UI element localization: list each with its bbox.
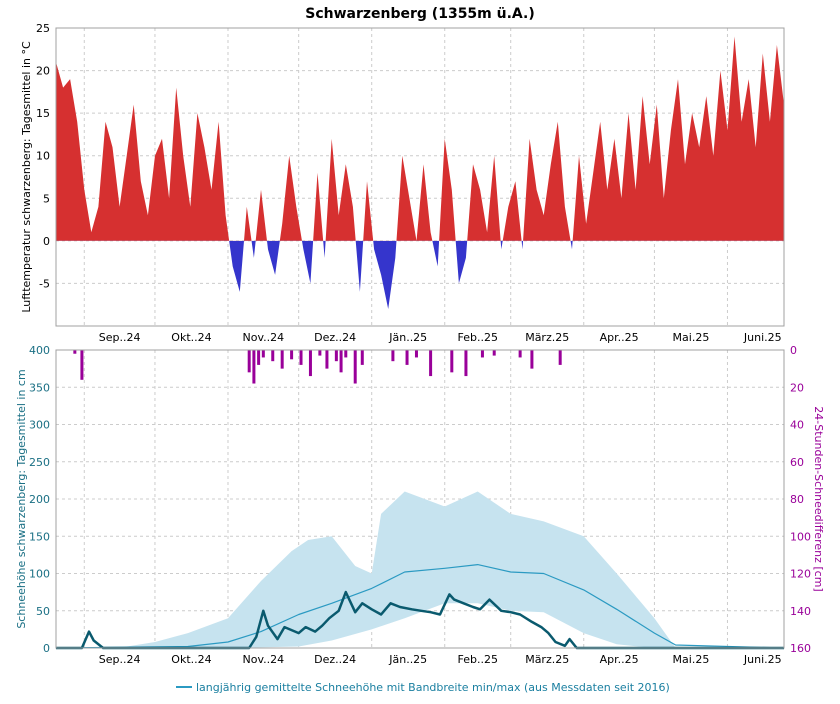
bottom-y-tick-label: 50	[36, 605, 50, 618]
new-snow-bar	[257, 350, 261, 365]
new-snow-bar	[280, 350, 284, 369]
bottom-y-ticks: 0 50 100 150 200 250 300 350 400	[29, 344, 50, 655]
top-x-tick-label: März.25	[525, 331, 569, 344]
bottom-y2-tick-label: 140	[790, 605, 811, 618]
temperature-area	[56, 36, 784, 309]
bottom-y2-ticks: 0 20 40 60 80 100 120 140 160	[790, 344, 811, 655]
new-snow-bar	[334, 350, 338, 362]
bottom-y2-tick-label: 60	[790, 456, 804, 469]
bottom-y-tick-label: 350	[29, 381, 50, 394]
bottom-x-tick-label: Okt..24	[171, 653, 211, 666]
snow-lines	[55, 564, 785, 650]
bottom-y2-tick-label: 20	[790, 381, 804, 394]
new-snow-bar	[80, 350, 84, 380]
bottom-x-tick-label: Jän..25	[388, 653, 427, 666]
bottom-x-tick-label: Apr..25	[600, 653, 639, 666]
bottom-y-tick-label: 250	[29, 456, 50, 469]
bottom-y2-tick-label: 0	[790, 344, 797, 357]
new-snow-bar	[360, 350, 364, 365]
new-snow-bar	[492, 350, 496, 356]
bottom-y-tick-label: 150	[29, 530, 50, 543]
new-snow-bar	[464, 350, 468, 377]
new-snow-bar	[299, 350, 303, 365]
bottom-y2-tick-label: 40	[790, 419, 804, 432]
bottom-x-ticks: Sep..24 Okt..24 Nov..24 Dez..24 Jän..25 Feb..…	[99, 653, 782, 666]
new-snow-bar	[261, 350, 265, 358]
bottom-x-tick-label: Dez..24	[314, 653, 356, 666]
snow-depth-line	[56, 590, 784, 650]
bottom-x-tick-label: März.25	[525, 653, 569, 666]
top-y-label: Lufttemperatur schwarzenberg: Tagesmitte…	[20, 41, 33, 313]
top-y-tick-label: -5	[39, 277, 50, 290]
new-snow-bar	[518, 350, 522, 358]
bottom-x-tick-label: Mai.25	[673, 653, 710, 666]
top-x-ticks: Sep..24 Okt..24 Nov..24 Dez..24 Jän..25 Feb..…	[99, 331, 782, 344]
new-snow-bar	[344, 350, 348, 358]
temperature-positive-area	[56, 36, 784, 241]
bottom-x-tick-label: Sep..24	[99, 653, 141, 666]
bottom-y2-tick-label: 100	[790, 530, 811, 543]
bottom-y2-tick-label: 160	[790, 642, 811, 655]
top-x-tick-label: Sep..24	[99, 331, 141, 344]
new-snow-bars	[73, 350, 562, 384]
top-x-tick-label: Mai.25	[673, 331, 710, 344]
new-snow-bar	[290, 350, 294, 360]
bottom-y-tick-label: 200	[29, 493, 50, 506]
top-x-tick-label: Okt..24	[171, 331, 211, 344]
top-x-tick-label: Feb..25	[457, 331, 497, 344]
bottom-y-tick-label: 0	[43, 642, 50, 655]
new-snow-bar	[353, 350, 357, 384]
top-y-tick-label: 5	[43, 192, 50, 205]
top-x-tick-label: Jän..25	[388, 331, 427, 344]
top-y-tick-label: 0	[43, 235, 50, 248]
new-snow-bar	[414, 350, 418, 358]
bottom-plot-frame	[55, 349, 785, 649]
top-x-tick-label: Apr..25	[600, 331, 639, 344]
new-snow-bar	[339, 350, 343, 373]
new-snow-bar	[405, 350, 409, 365]
new-snow-bar	[391, 350, 395, 362]
top-x-tick-label: Nov..24	[243, 331, 285, 344]
top-x-tick-label: Juni.25	[743, 331, 782, 344]
new-snow-bar	[558, 350, 562, 365]
top-y-ticks: -5 0 5 10 15 20 25	[36, 22, 50, 290]
new-snow-bar	[252, 350, 256, 384]
legend-label: langjährig gemittelte Schneehöhe mit Ban…	[196, 681, 670, 694]
top-plot-frame	[55, 27, 785, 327]
new-snow-bar	[530, 350, 534, 369]
new-snow-bar	[318, 350, 322, 356]
bottom-y2-label: 24-Stunden-Schneedifferenz [cm]	[812, 406, 825, 591]
new-snow-bar	[429, 350, 433, 377]
snow-minmax-band	[56, 491, 784, 648]
top-y-tick-label: 25	[36, 22, 50, 35]
new-snow-bar	[271, 350, 275, 362]
bottom-y-tick-label: 400	[29, 344, 50, 357]
snow-band	[56, 491, 784, 648]
bottom-y-tick-label: 100	[29, 568, 50, 581]
new-snow-bar	[73, 350, 77, 354]
bottom-y2-tick-label: 120	[790, 568, 811, 581]
top-y-tick-label: 15	[36, 107, 50, 120]
bottom-y-tick-label: 300	[29, 419, 50, 432]
new-snow-bar	[325, 350, 329, 369]
snow-average-line	[55, 564, 785, 649]
bottom-x-tick-label: Feb..25	[457, 653, 497, 666]
top-x-tick-label: Dez..24	[314, 331, 356, 344]
new-snow-bar	[247, 350, 251, 373]
new-snow-bar	[480, 350, 484, 358]
top-y-tick-label: 20	[36, 65, 50, 78]
bottom-x-tick-label: Nov..24	[243, 653, 285, 666]
top-y-tick-label: 10	[36, 150, 50, 163]
chart-title: Schwarzenberg (1355m ü.A.)	[305, 6, 534, 22]
new-snow-bar	[450, 350, 454, 373]
bottom-y2-tick-label: 80	[790, 493, 804, 506]
bottom-y-label: Schneehöhe schwarzenberg: Tagesmittel in…	[15, 369, 28, 628]
new-snow-bar	[308, 350, 312, 377]
bottom-x-tick-label: Juni.25	[743, 653, 782, 666]
